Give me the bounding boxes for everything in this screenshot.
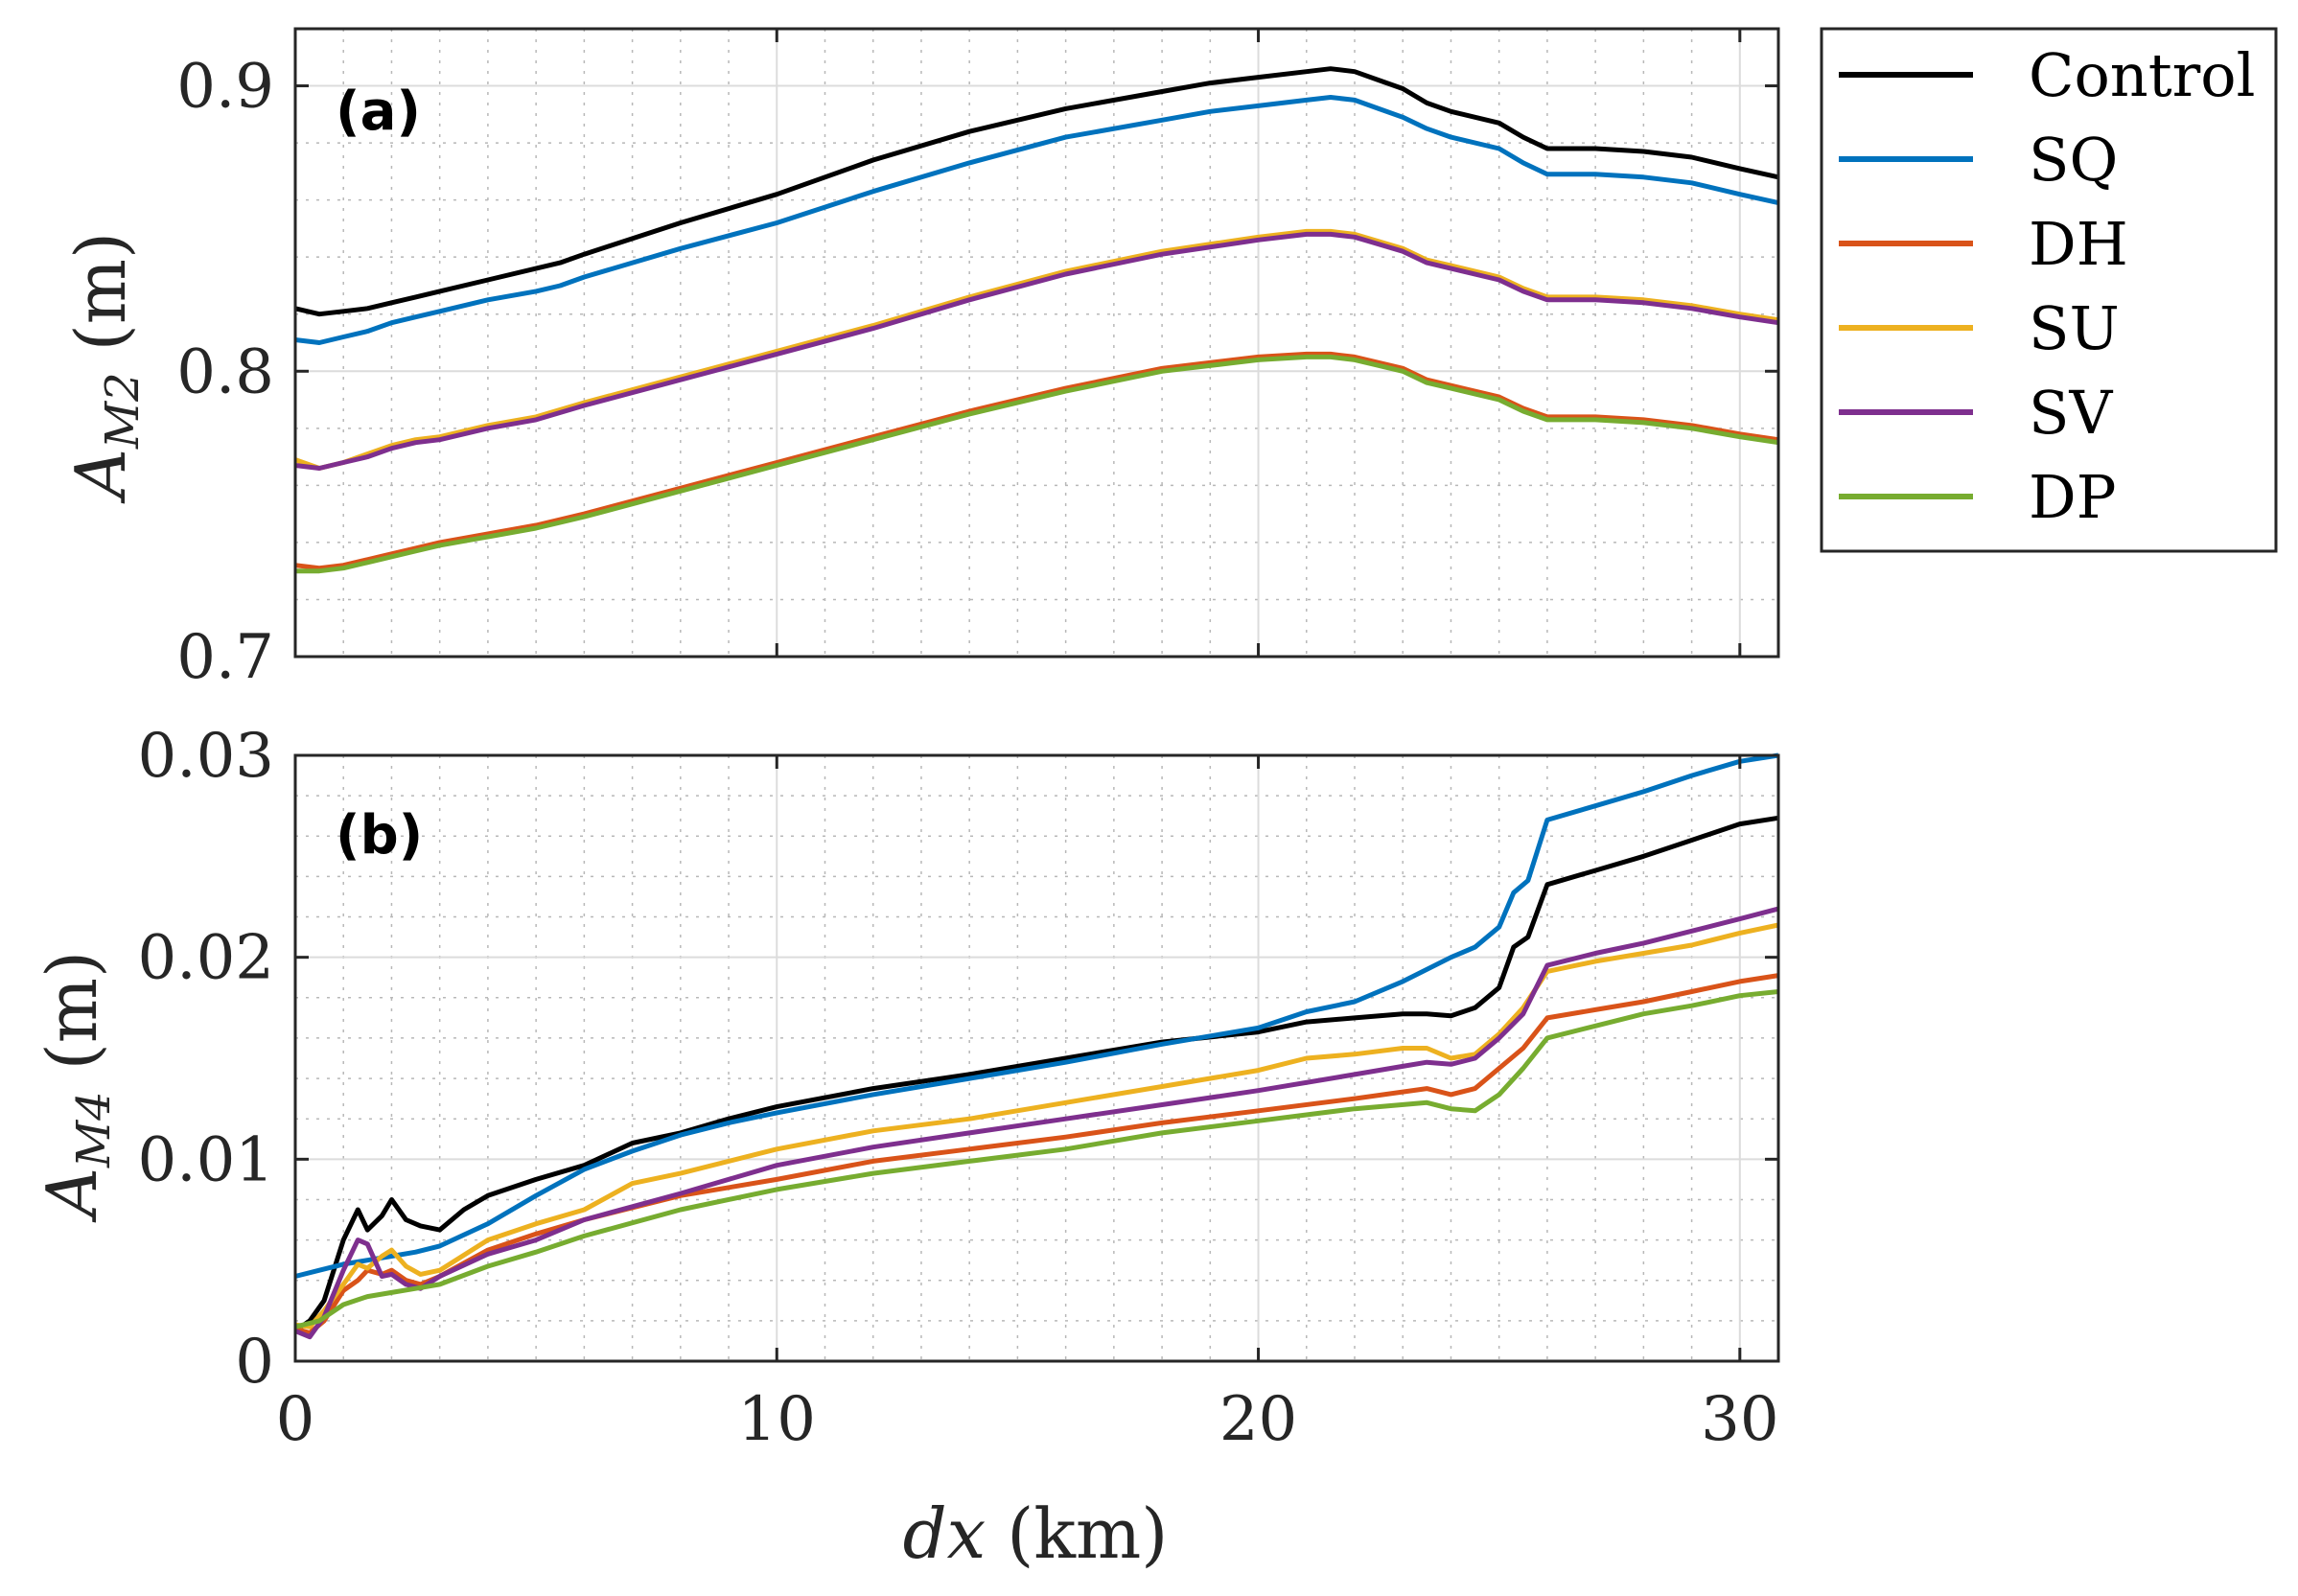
panel-a-series xyxy=(294,66,1779,574)
panel-a-label: (a) xyxy=(336,81,421,143)
legend-box xyxy=(1820,27,2278,553)
legend-label-sq: SQ xyxy=(2029,125,2118,195)
panel-b-ticks: 0 10 20 30 0 0.01 0.02 0.03 xyxy=(138,721,1779,1455)
legend-label-dh: DH xyxy=(2029,209,2128,279)
panel-b-series xyxy=(293,752,1779,1340)
panel-a: 0.7 0.8 0.9 (a) AM2 (m) xyxy=(60,27,1780,693)
legend-label-dp: DP xyxy=(2029,462,2116,532)
series-line-dp xyxy=(295,354,1779,574)
panel-a-ylabel: AM2 (m) xyxy=(60,232,150,504)
series-line-sv xyxy=(294,906,1779,1340)
series-line-control xyxy=(294,66,1779,317)
y-tick-label: 0.9 xyxy=(176,52,274,123)
y-tick-label: 0.02 xyxy=(138,923,275,994)
series-line-dh xyxy=(294,351,1779,571)
x-tick-label: 0 xyxy=(276,1384,315,1455)
series-line-sv xyxy=(294,231,1779,471)
series-line-dp xyxy=(294,989,1779,1330)
panel-a-ylabel-unit: (m) xyxy=(60,232,141,351)
y-tick-label: 0.8 xyxy=(176,336,274,407)
x-tick-label: 20 xyxy=(1219,1384,1297,1455)
series-line-sq xyxy=(294,95,1779,345)
series-line-dh xyxy=(294,973,1779,1335)
y-tick-label: 0.7 xyxy=(176,622,274,693)
legend-label-sv: SV xyxy=(2029,378,2113,448)
x-tick-label: 30 xyxy=(1701,1384,1778,1455)
panel-b-ylabel-sub: M4 xyxy=(67,1091,121,1168)
y-tick-label: 0 xyxy=(235,1327,274,1398)
y-tick-label: 0.03 xyxy=(138,721,275,792)
panel-b-xlabel-unit: (km) xyxy=(1007,1493,1168,1574)
series-line-su xyxy=(294,228,1779,471)
y-tick-label: 0.01 xyxy=(138,1124,275,1195)
legend-label-su: SU xyxy=(2029,293,2120,363)
legend-label-control: Control xyxy=(2029,40,2255,110)
series-line-sq xyxy=(294,752,1779,1279)
panel-b-xlabel: dx (km) xyxy=(903,1493,1169,1574)
panel-b-ylabel-base: A xyxy=(32,1168,112,1223)
x-tick-label: 10 xyxy=(738,1384,816,1455)
panel-b-ylabel-unit: (m) xyxy=(32,951,112,1070)
panel-b-label: (b) xyxy=(336,804,423,867)
panel-a-ylabel-base: A xyxy=(60,449,141,504)
panel-b: 0 10 20 30 0 0.01 0.02 0.03 (b) AM4 (m) dx (km) xyxy=(32,721,1780,1574)
panel-b-xlabel-var: dx xyxy=(903,1493,987,1574)
panel-a-ylabel-sub: M2 xyxy=(96,372,150,450)
legend: Control SQ DH SU SV DP xyxy=(1820,27,2278,553)
series-line-control xyxy=(293,815,1779,1333)
panel-b-frame xyxy=(293,753,1780,1363)
panel-a-frame xyxy=(293,27,1780,659)
panel-a-ticks: 0.7 0.8 0.9 xyxy=(176,29,1778,693)
legend-items: Control SQ DH SU SV DP xyxy=(1839,40,2255,532)
panel-b-ylabel: AM4 (m) xyxy=(32,951,121,1223)
